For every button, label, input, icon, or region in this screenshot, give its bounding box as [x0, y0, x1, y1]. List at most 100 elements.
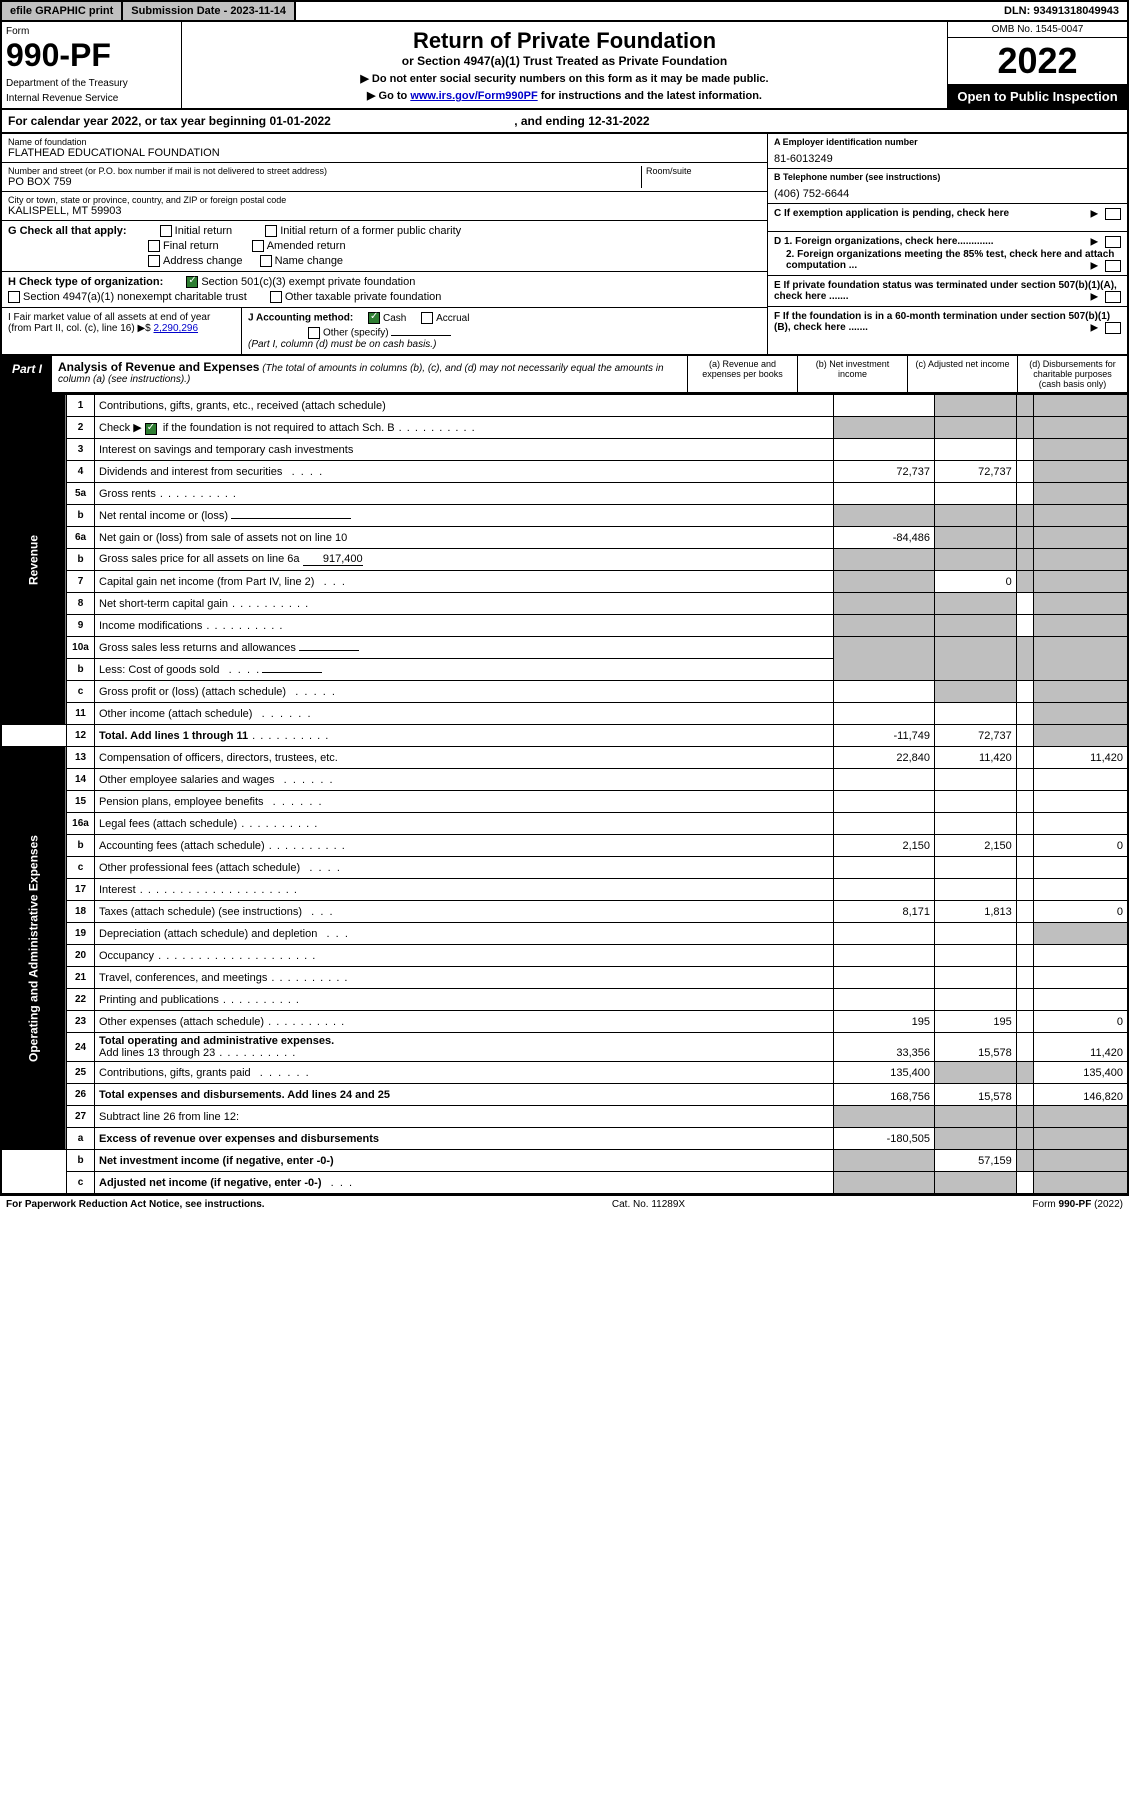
line-12-a: -11,749: [834, 725, 935, 747]
line-24-a: 33,356: [834, 1033, 935, 1062]
ij-section: I Fair market value of all assets at end…: [2, 308, 767, 354]
initial-return-checkbox[interactable]: [160, 225, 172, 237]
address-change-checkbox[interactable]: [148, 255, 160, 267]
name-change-checkbox[interactable]: [260, 255, 272, 267]
c-checkbox[interactable]: [1105, 208, 1121, 220]
amended-return-checkbox[interactable]: [252, 240, 264, 252]
j-cash: Cash: [383, 313, 406, 324]
other-taxable-checkbox[interactable]: [270, 291, 282, 303]
foundation-name: FLATHEAD EDUCATIONAL FOUNDATION: [8, 147, 761, 159]
page-footer: For Paperwork Reduction Act Notice, see …: [0, 1195, 1129, 1213]
d-cell: D 1. Foreign organizations, check here..…: [768, 232, 1127, 276]
e-checkbox[interactable]: [1105, 291, 1121, 303]
form990pf-link[interactable]: www.irs.gov/Form990PF: [410, 90, 537, 102]
d1-checkbox[interactable]: [1105, 236, 1121, 248]
line-16c-no: c: [67, 857, 95, 879]
line-20-desc: Occupancy: [95, 945, 834, 967]
line-13-a: 22,840: [834, 747, 935, 769]
line-13-no: 13: [67, 747, 95, 769]
ein-label: A Employer identification number: [774, 137, 918, 147]
f-label: F If the foundation is in a 60-month ter…: [774, 311, 1110, 333]
section-4947-checkbox[interactable]: [8, 291, 20, 303]
other-acct-checkbox[interactable]: [308, 327, 320, 339]
line-20-no: 20: [67, 945, 95, 967]
table-row: 20 Occupancy: [1, 945, 1128, 967]
f-checkbox[interactable]: [1105, 322, 1121, 334]
table-row: Revenue 1 Contributions, gifts, grants, …: [1, 395, 1128, 417]
foundation-name-cell: Name of foundation FLATHEAD EDUCATIONAL …: [2, 134, 767, 163]
line-1-no: 1: [67, 395, 95, 417]
table-row: 3 Interest on savings and temporary cash…: [1, 439, 1128, 461]
line-5a-desc: Gross rents: [95, 483, 834, 505]
line-16a-no: 16a: [67, 813, 95, 835]
line-16b-d: 0: [1034, 835, 1128, 857]
line-23-d: 0: [1034, 1011, 1128, 1033]
line-27c-no: c: [67, 1172, 95, 1194]
line-21-desc: Travel, conferences, and meetings: [95, 967, 834, 989]
line-8-desc: Net short-term capital gain: [95, 593, 834, 615]
line-2-no: 2: [67, 417, 95, 439]
open-to-public-label: Open to Public Inspection: [948, 85, 1127, 108]
line-7-desc: Capital gain net income (from Part IV, l…: [95, 571, 834, 593]
line-13-d: 11,420: [1034, 747, 1128, 769]
calyear-end: 12-31-2022: [588, 114, 649, 128]
table-row: b Net investment income (if negative, en…: [1, 1150, 1128, 1172]
d2-checkbox[interactable]: [1105, 260, 1121, 272]
col-b-head: (b) Net investment income: [797, 356, 907, 392]
line-25-a: 135,400: [834, 1062, 935, 1084]
city-label: City or town, state or province, country…: [8, 195, 761, 205]
line-18-d: 0: [1034, 901, 1128, 923]
line-24-d: 11,420: [1034, 1033, 1128, 1062]
line-18-no: 18: [67, 901, 95, 923]
line-16b-no: b: [67, 835, 95, 857]
g-o4: Amended return: [267, 240, 346, 252]
line-24-b: 15,578: [935, 1033, 1017, 1062]
fmv-link[interactable]: 2,290,296: [154, 323, 199, 334]
cat-no: Cat. No. 11289X: [612, 1199, 685, 1210]
line-3-desc: Interest on savings and temporary cash i…: [95, 439, 834, 461]
table-row: 21 Travel, conferences, and meetings: [1, 967, 1128, 989]
col-c-head: (c) Adjusted net income: [907, 356, 1017, 392]
e-label: E If private foundation status was termi…: [774, 280, 1117, 302]
submission-date-label: Submission Date - 2023-11-14: [123, 2, 296, 20]
line-1-d: [1034, 395, 1128, 417]
ssn-note: ▶ Do not enter social security numbers o…: [188, 72, 941, 85]
table-row: 25 Contributions, gifts, grants paid . .…: [1, 1062, 1128, 1084]
dept-treasury: Department of the Treasury: [6, 78, 177, 89]
line-26-no: 26: [67, 1084, 95, 1106]
line-1-a: [834, 395, 935, 417]
efile-print-label[interactable]: efile GRAPHIC print: [2, 2, 123, 20]
form-subtitle: or Section 4947(a)(1) Trust Treated as P…: [188, 54, 941, 68]
line-6b-desc: Gross sales price for all assets on line…: [95, 549, 834, 571]
table-row: 22 Printing and publications: [1, 989, 1128, 1011]
part1-label: Part I: [2, 356, 52, 392]
initial-former-checkbox[interactable]: [265, 225, 277, 237]
line-27b-b: 57,159: [935, 1150, 1017, 1172]
line-10b-desc: Less: Cost of goods sold . . . .: [95, 659, 834, 681]
table-row: 26 Total expenses and disbursements. Add…: [1, 1084, 1128, 1106]
final-return-checkbox[interactable]: [148, 240, 160, 252]
h-o2: Section 4947(a)(1) nonexempt charitable …: [23, 291, 247, 303]
schb-checkbox[interactable]: [145, 423, 157, 435]
g-o3: Final return: [163, 240, 219, 252]
foundation-info: Name of foundation FLATHEAD EDUCATIONAL …: [0, 134, 1129, 356]
table-row: 18 Taxes (attach schedule) (see instruct…: [1, 901, 1128, 923]
revenue-side-label: Revenue: [1, 395, 67, 725]
line-22-no: 22: [67, 989, 95, 1011]
table-row: b Accounting fees (attach schedule) 2,15…: [1, 835, 1128, 857]
f-cell: F If the foundation is in a 60-month ter…: [768, 307, 1127, 337]
j-other: Other (specify): [323, 328, 389, 339]
tel-label: B Telephone number (see instructions): [774, 172, 940, 182]
line-12-desc: Total. Add lines 1 through 11: [95, 725, 834, 747]
line-26-b: 15,578: [935, 1084, 1017, 1106]
line-4-b: 72,737: [935, 461, 1017, 483]
expenses-side-label: Operating and Administrative Expenses: [1, 747, 67, 1150]
cash-checkbox[interactable]: [368, 312, 380, 324]
line-18-a: 8,171: [834, 901, 935, 923]
table-row: 8 Net short-term capital gain: [1, 593, 1128, 615]
accrual-checkbox[interactable]: [421, 312, 433, 324]
g-o2: Initial return of a former public charit…: [280, 225, 461, 237]
section-501c3-checkbox[interactable]: [186, 276, 198, 288]
c-cell: C If exemption application is pending, c…: [768, 204, 1127, 232]
line-4-desc: Dividends and interest from securities .…: [95, 461, 834, 483]
